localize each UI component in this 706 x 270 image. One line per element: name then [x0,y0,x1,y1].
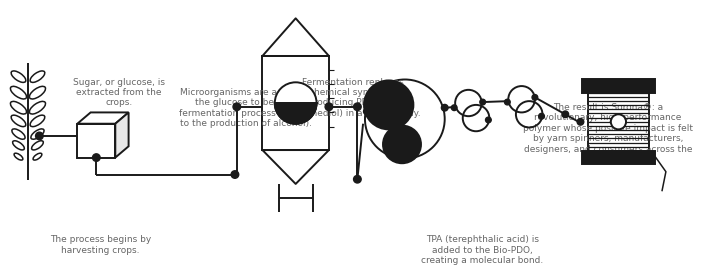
Circle shape [354,103,361,110]
Circle shape [233,103,241,110]
Polygon shape [115,112,128,158]
Circle shape [354,176,361,183]
Text: Microorganisms are added to
the glucose to begin a
fermentation process (similar: Microorganisms are added to the glucose … [179,88,313,128]
Circle shape [611,114,626,129]
Polygon shape [582,79,654,93]
Text: TPA (terephthalic acid) is
added to the Bio-PDO,
creating a molecular bond.: TPA (terephthalic acid) is added to the … [421,235,544,265]
Text: The process begins by
harvesting crops.: The process begins by harvesting crops. [50,235,151,255]
Polygon shape [588,93,649,151]
Circle shape [441,104,448,111]
Circle shape [92,154,100,161]
Circle shape [364,80,414,129]
Circle shape [275,82,316,124]
Circle shape [383,126,421,163]
Text: Sugar, or glucose, is
extracted from the
crops.: Sugar, or glucose, is extracted from the… [73,77,164,107]
Text: The result is Sorona®: a
revolutionary, high-performance
polymer whose positive : The result is Sorona®: a revolutionary, … [523,103,693,164]
Circle shape [35,132,43,140]
Circle shape [505,99,510,105]
Circle shape [325,103,333,110]
Polygon shape [275,103,316,124]
Circle shape [364,108,370,115]
Circle shape [480,99,486,105]
Text: Fermentation replaces
chemical synthesis,
producing PDO (1,3-
Propanediol) in a : Fermentation replaces chemical synthesis… [286,77,421,118]
Circle shape [532,94,538,100]
Circle shape [577,119,584,125]
Circle shape [486,117,491,123]
Polygon shape [582,151,654,164]
Circle shape [562,111,568,118]
Polygon shape [78,112,128,124]
Circle shape [451,105,457,110]
Circle shape [231,171,239,178]
Circle shape [539,113,544,119]
